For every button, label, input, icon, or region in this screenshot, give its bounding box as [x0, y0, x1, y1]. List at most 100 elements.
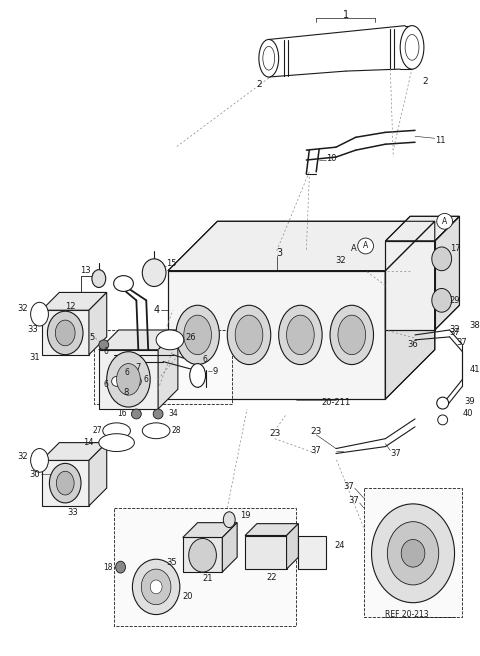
Ellipse shape: [184, 315, 212, 355]
Ellipse shape: [150, 580, 162, 594]
Ellipse shape: [117, 363, 140, 395]
Text: 19: 19: [240, 511, 251, 520]
Text: 32: 32: [336, 256, 346, 265]
Text: 38: 38: [469, 321, 480, 329]
Text: 37: 37: [343, 482, 354, 491]
Text: 33: 33: [27, 325, 37, 335]
Ellipse shape: [56, 471, 74, 495]
Text: 35: 35: [166, 558, 177, 567]
Ellipse shape: [279, 305, 322, 365]
Polygon shape: [99, 350, 158, 409]
Ellipse shape: [190, 363, 205, 387]
Text: 11: 11: [435, 136, 445, 145]
Ellipse shape: [132, 377, 141, 386]
Text: 18: 18: [103, 563, 113, 571]
Text: 1: 1: [343, 10, 349, 20]
Text: 12: 12: [65, 302, 75, 311]
Text: 37: 37: [311, 446, 321, 455]
Ellipse shape: [263, 47, 275, 70]
Text: 2: 2: [256, 81, 262, 89]
Ellipse shape: [121, 371, 132, 381]
Text: 34: 34: [168, 409, 178, 419]
Ellipse shape: [48, 311, 83, 355]
Polygon shape: [245, 523, 299, 535]
Text: 37: 37: [456, 338, 467, 347]
Polygon shape: [41, 443, 107, 461]
Ellipse shape: [338, 315, 366, 355]
Text: 29: 29: [450, 296, 460, 305]
Ellipse shape: [401, 539, 425, 567]
Text: 15: 15: [166, 259, 177, 268]
Text: 9: 9: [213, 367, 218, 376]
Polygon shape: [41, 293, 107, 310]
Ellipse shape: [99, 434, 134, 451]
Text: 28: 28: [172, 426, 181, 436]
Ellipse shape: [227, 305, 271, 365]
Ellipse shape: [330, 305, 373, 365]
Ellipse shape: [235, 315, 263, 355]
Ellipse shape: [55, 320, 75, 346]
Ellipse shape: [405, 35, 419, 60]
Text: 17: 17: [450, 245, 460, 253]
Text: 26: 26: [186, 333, 196, 342]
Ellipse shape: [103, 423, 131, 439]
Text: 37: 37: [348, 497, 359, 505]
Text: 31: 31: [29, 353, 39, 362]
Text: 6: 6: [203, 355, 207, 364]
Text: 4: 4: [154, 305, 160, 316]
Text: A: A: [363, 241, 368, 251]
Polygon shape: [245, 535, 287, 569]
Text: 30: 30: [29, 470, 39, 479]
Text: 32: 32: [17, 452, 28, 461]
Text: 10: 10: [326, 154, 336, 163]
Bar: [94, 330, 232, 404]
Ellipse shape: [49, 463, 81, 503]
Text: 20: 20: [183, 592, 193, 602]
Text: 36: 36: [407, 340, 418, 349]
Text: 24: 24: [334, 541, 345, 550]
Text: 6: 6: [104, 347, 108, 356]
Text: 23: 23: [311, 427, 322, 436]
Polygon shape: [222, 523, 237, 572]
Ellipse shape: [121, 381, 132, 391]
Ellipse shape: [142, 423, 170, 439]
Ellipse shape: [31, 302, 48, 326]
Ellipse shape: [223, 512, 235, 527]
Ellipse shape: [387, 522, 439, 585]
Polygon shape: [385, 241, 435, 330]
Ellipse shape: [153, 409, 163, 419]
Text: A: A: [442, 216, 447, 226]
Ellipse shape: [142, 259, 166, 287]
Text: 39: 39: [465, 397, 475, 405]
Text: 41: 41: [469, 365, 480, 374]
Polygon shape: [41, 461, 89, 506]
Polygon shape: [168, 221, 435, 271]
Ellipse shape: [116, 561, 125, 573]
Text: 32: 32: [17, 304, 28, 313]
Text: 8: 8: [124, 388, 129, 397]
Text: 13: 13: [80, 266, 91, 275]
Polygon shape: [287, 523, 299, 569]
Text: 2: 2: [422, 77, 428, 87]
Polygon shape: [385, 221, 435, 399]
Ellipse shape: [107, 352, 150, 407]
Text: A: A: [351, 245, 357, 253]
Text: 22: 22: [266, 573, 277, 581]
Ellipse shape: [358, 238, 373, 254]
Polygon shape: [89, 443, 107, 506]
Ellipse shape: [176, 305, 219, 365]
Ellipse shape: [259, 39, 279, 77]
Text: 37: 37: [450, 329, 460, 337]
Ellipse shape: [432, 289, 452, 312]
Polygon shape: [435, 216, 459, 330]
Text: 6: 6: [104, 380, 108, 389]
Ellipse shape: [31, 449, 48, 472]
Text: 23: 23: [269, 429, 280, 438]
Text: 6: 6: [143, 375, 148, 384]
Polygon shape: [183, 523, 237, 537]
Ellipse shape: [437, 213, 453, 229]
Text: 6: 6: [124, 368, 129, 377]
Text: REF 20-213: REF 20-213: [385, 610, 429, 619]
Polygon shape: [41, 310, 89, 355]
Polygon shape: [385, 216, 459, 241]
